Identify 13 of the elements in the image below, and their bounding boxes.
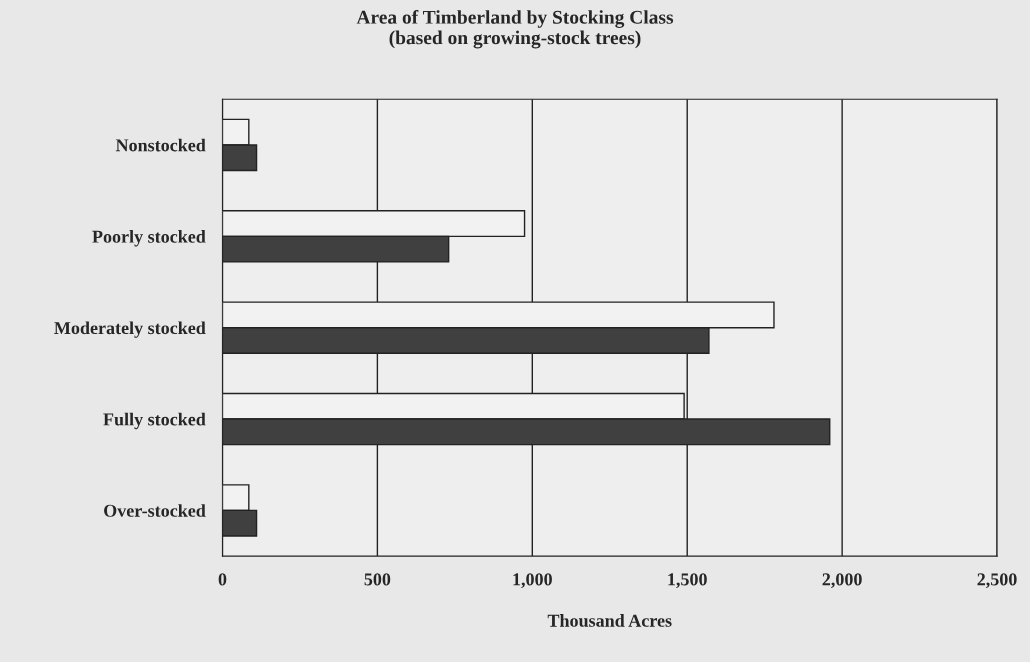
chart-title: Area of Timberland by Stocking Class (based on growing-stock trees) xyxy=(356,9,674,49)
y-tick-label: Moderately stocked xyxy=(54,321,206,338)
y-tick-label: Fully stocked xyxy=(103,412,206,430)
x-tick-label: 0 xyxy=(218,573,227,586)
x-axis-title: Thousand Acres xyxy=(547,614,672,627)
y-tick-label: Poorly stocked xyxy=(92,230,206,247)
x-tick-label: 500 xyxy=(364,573,391,586)
x-tick-label: 1,500 xyxy=(668,573,707,589)
x-tick-label: 1,000 xyxy=(513,573,552,589)
y-tick-label: Nonstocked xyxy=(115,138,206,152)
x-tick-label: 2,500 xyxy=(977,573,1017,589)
y-tick-label: Over-stocked xyxy=(104,504,206,517)
x-tick-label: 2,000 xyxy=(822,573,862,589)
